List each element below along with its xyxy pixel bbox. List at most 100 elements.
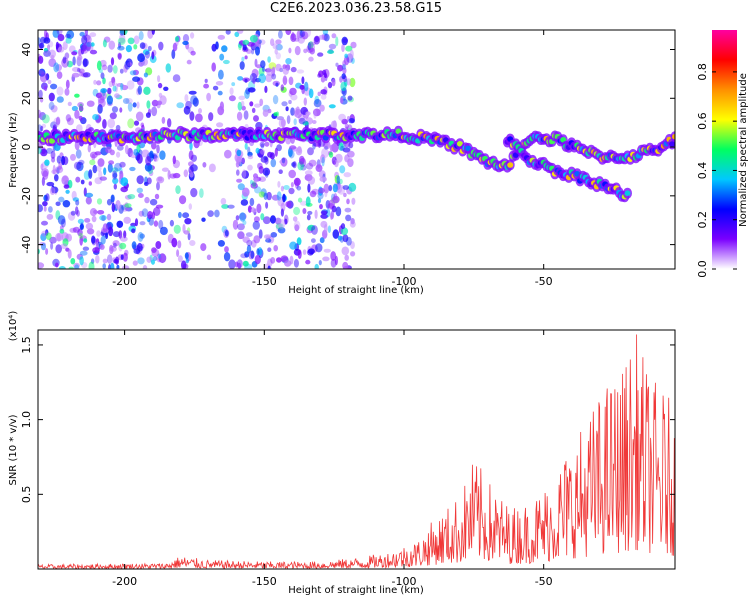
heatmap-noise-cell <box>267 265 271 269</box>
heatmap-noise-cell <box>282 67 289 75</box>
heatmap-noise-cell <box>79 71 83 77</box>
heatmap-noise-cell <box>84 218 91 223</box>
heatmap-noise-cell <box>224 246 229 253</box>
heatmap-noise-cell <box>90 42 95 47</box>
heatmap-noise-cell <box>184 94 189 103</box>
heatmap-noise-cell <box>153 220 159 227</box>
heatmap-noise-cell <box>318 170 326 179</box>
heatmap-noise-cell <box>346 78 351 86</box>
heatmap-noise-cell <box>144 50 150 59</box>
heatmap-noise-cell <box>116 264 120 269</box>
heatmap-noise-cell <box>63 184 70 189</box>
heatmap-noise-cell <box>138 193 144 198</box>
heatmap-noise-cell <box>223 59 230 65</box>
heatmap-noise-cell <box>305 162 314 170</box>
heatmap-noise-cell <box>340 145 345 152</box>
heatmap-noise-cell <box>315 164 323 173</box>
heatmap-noise-cell <box>290 66 297 73</box>
heatmap-noise-cell <box>108 160 115 165</box>
heatmap-noise-cell <box>154 152 159 162</box>
heatmap-noise-cell <box>61 175 69 186</box>
heatmap-noise-cell <box>82 42 87 52</box>
heatmap-noise-cell <box>270 38 275 46</box>
heatmap-noise-cell <box>112 177 119 185</box>
heatmap-noise-cell <box>97 158 105 167</box>
heatmap-noise-cell <box>308 41 316 46</box>
heatmap-noise-cell <box>153 207 161 216</box>
heatmap-noise-cell <box>111 106 119 113</box>
snr-xlabel: Height of straight line (km) <box>288 585 424 596</box>
heatmap-noise-cell <box>131 241 137 250</box>
heatmap-noise-cell <box>189 111 195 121</box>
heatmap-noise-cell <box>284 218 288 225</box>
heatmap-noise-cell <box>317 198 322 204</box>
heatmap-noise-cell <box>349 221 356 228</box>
heatmap-noise-cell <box>76 161 84 172</box>
heatmap-noise-cell <box>289 87 297 96</box>
heatmap-noise-cell <box>280 118 286 128</box>
heatmap-noise-cell <box>146 256 152 263</box>
heatmap-noise-cell <box>267 108 272 114</box>
heatmap-noise-cell <box>340 227 349 236</box>
heatmap-noise-cell <box>88 261 95 269</box>
heatmap-noise-cell <box>327 225 331 233</box>
heatmap-noise-cell <box>65 33 71 39</box>
heatmap-noise-cell <box>135 111 144 122</box>
heatmap-noise-cell <box>95 254 100 264</box>
heatmap-noise-cell <box>274 48 278 55</box>
heatmap-noise-cell <box>338 142 344 151</box>
heatmap-track-cell <box>672 133 675 140</box>
heatmap-noise-cell <box>237 223 245 231</box>
heatmap-noise-cell <box>72 56 76 66</box>
heatmap-noise-cell <box>85 196 92 205</box>
heatmap-noise-cell <box>253 115 259 122</box>
heatmap-noise-cell <box>115 200 121 210</box>
heatmap-noise-cell <box>251 107 256 113</box>
heatmap-noise-cell <box>78 159 85 166</box>
heatmap-noise-cell <box>273 112 278 117</box>
heatmap-noise-cell <box>119 236 128 242</box>
heatmap-noise-cell <box>199 188 204 199</box>
heatmap-noise-cell <box>97 95 105 104</box>
heatmap-noise-cell <box>307 147 314 156</box>
heatmap-noise-cell <box>217 90 223 96</box>
heatmap-noise-cell <box>74 264 80 269</box>
heatmap-noise-cell <box>348 118 356 124</box>
heatmap-noise-cell <box>343 172 352 178</box>
heatmap-noise-cell <box>265 238 272 243</box>
heatmap-noise-cell <box>281 101 288 107</box>
heatmap-noise-cell <box>182 34 190 43</box>
heatmap-noise-cell <box>349 77 356 88</box>
heatmap-noise-cell <box>290 182 294 188</box>
heatmap-noise-cell <box>112 170 118 180</box>
heatmap-noise-cell <box>91 235 96 244</box>
heatmap-noise-cell <box>75 149 82 159</box>
heatmap-noise-cell <box>58 161 63 170</box>
heatmap-noise-cell <box>159 226 168 236</box>
heatmap-noise-cell <box>328 184 333 192</box>
heatmap-noise-cell <box>151 141 157 150</box>
heatmap-noise-cell <box>109 244 114 255</box>
heatmap-noise-cell <box>72 197 80 202</box>
heatmap-noise-cell <box>195 113 203 123</box>
heatmap-noise-cell <box>49 187 56 195</box>
heatmap-noise-cell <box>39 42 45 49</box>
heatmap-noise-cell <box>48 101 55 110</box>
heatmap-noise-cell <box>112 240 120 247</box>
heatmap-noise-cell <box>92 247 100 254</box>
heatmap-noise-cell <box>348 142 354 149</box>
heatmap-noise-cell <box>273 245 279 252</box>
heatmap-noise-cell <box>54 174 59 182</box>
heatmap-noise-cell <box>57 34 65 42</box>
heatmap-noise-cell <box>236 149 242 157</box>
heatmap-noise-cell <box>182 212 190 219</box>
heatmap-noise-cell <box>156 181 160 191</box>
heatmap-noise-cell <box>111 167 119 174</box>
heatmap-noise-cell <box>57 46 65 53</box>
heatmap-noise-cell <box>89 151 98 159</box>
heatmap-noise-cell <box>70 210 76 216</box>
heatmap-noise-cell <box>173 44 178 51</box>
heatmap-noise-cell <box>103 167 107 176</box>
heatmap-noise-layer <box>38 30 357 269</box>
x-tick-label: -200 <box>112 275 137 288</box>
